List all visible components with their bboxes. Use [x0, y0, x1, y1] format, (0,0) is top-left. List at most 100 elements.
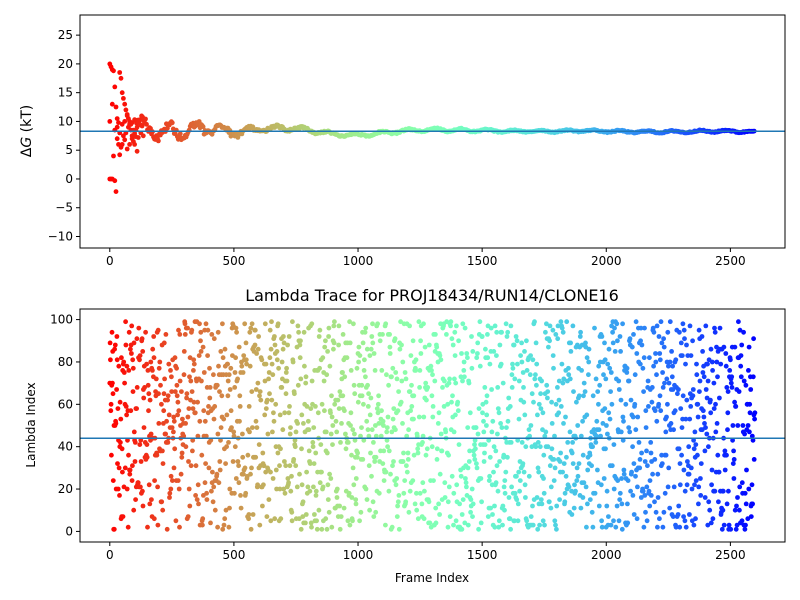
data-point	[604, 503, 610, 509]
data-point	[417, 490, 423, 496]
data-point	[340, 370, 345, 375]
data-point	[586, 346, 592, 352]
data-point	[248, 471, 253, 477]
data-point	[672, 408, 678, 414]
data-point	[283, 463, 289, 469]
data-point	[530, 503, 535, 509]
data-point	[174, 365, 180, 371]
data-point	[567, 376, 573, 382]
data-point	[279, 385, 285, 390]
data-point	[347, 319, 352, 325]
data-point	[457, 501, 462, 507]
data-point	[432, 378, 438, 384]
data-point	[214, 382, 220, 388]
data-point	[709, 482, 714, 488]
data-point	[336, 406, 342, 411]
data-point	[533, 444, 539, 450]
data-point	[499, 425, 505, 430]
data-point	[584, 412, 590, 418]
data-point	[389, 429, 395, 435]
data-point	[621, 471, 627, 477]
data-point	[311, 484, 316, 490]
data-point	[353, 497, 359, 502]
data-point	[147, 397, 153, 403]
data-point	[123, 107, 129, 113]
data-point	[389, 374, 394, 380]
data-point	[126, 452, 131, 458]
data-point	[285, 476, 291, 481]
data-point	[477, 319, 483, 325]
data-point	[145, 524, 150, 530]
data-point	[568, 340, 573, 346]
data-point	[413, 368, 419, 373]
data-point	[464, 351, 470, 356]
data-point	[751, 457, 757, 462]
data-point	[742, 490, 748, 496]
data-point	[561, 461, 567, 466]
data-point	[474, 461, 479, 466]
y-tick-label: 20	[58, 482, 73, 496]
data-point	[174, 382, 180, 388]
data-point	[311, 425, 317, 430]
data-point	[664, 376, 670, 382]
data-point	[660, 385, 666, 390]
data-point	[292, 437, 298, 443]
data-point	[516, 378, 522, 384]
data-point	[119, 142, 125, 147]
data-point	[354, 365, 360, 371]
data-point	[484, 423, 489, 428]
data-point	[223, 507, 229, 513]
data-point	[159, 499, 165, 505]
data-point	[351, 321, 356, 327]
data-point	[369, 334, 375, 339]
data-point	[336, 342, 341, 348]
data-point	[385, 414, 391, 420]
data-point	[470, 349, 476, 354]
x-tick-label: 2500	[715, 548, 746, 562]
x-tick-label: 500	[222, 254, 245, 268]
data-point	[589, 509, 595, 515]
data-point	[298, 526, 304, 532]
data-point	[110, 391, 116, 397]
data-point	[555, 385, 560, 390]
data-point	[122, 380, 127, 386]
data-point	[652, 499, 657, 505]
data-point	[631, 512, 637, 517]
data-point	[455, 408, 461, 414]
data-point	[491, 349, 497, 354]
x-tick-label: 2000	[591, 548, 622, 562]
data-point	[462, 325, 468, 331]
data-point	[114, 124, 120, 130]
data-point	[265, 431, 271, 437]
data-point	[607, 416, 613, 422]
data-point	[170, 478, 175, 483]
data-point	[695, 414, 701, 420]
data-point	[114, 136, 120, 142]
data-point	[171, 414, 177, 420]
data-point	[581, 393, 586, 399]
data-point	[203, 433, 209, 439]
data-point	[215, 431, 221, 437]
data-point	[333, 418, 339, 424]
data-point	[492, 323, 498, 329]
data-point	[496, 518, 502, 524]
data-point	[431, 478, 436, 483]
data-point	[441, 404, 447, 409]
data-point	[287, 404, 292, 409]
data-point	[486, 437, 492, 443]
data-point	[330, 423, 336, 428]
y-tick-label: 60	[58, 397, 73, 411]
data-point	[653, 509, 659, 515]
data-point	[407, 488, 413, 494]
data-point	[576, 393, 582, 399]
x-tick-label: 1000	[343, 548, 374, 562]
data-point	[200, 124, 206, 130]
data-point	[673, 357, 679, 363]
data-point	[472, 437, 478, 443]
data-point	[497, 342, 503, 348]
data-point	[117, 493, 122, 498]
data-point	[430, 372, 435, 378]
data-point	[155, 522, 161, 528]
data-point	[558, 450, 563, 456]
data-point	[467, 448, 472, 454]
